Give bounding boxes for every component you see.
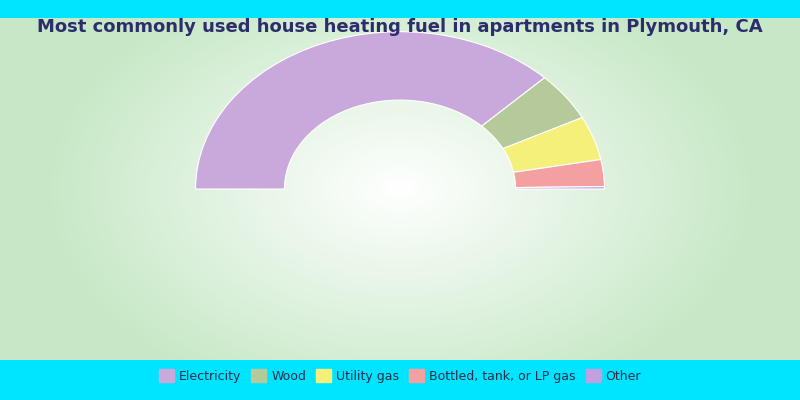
- Wedge shape: [514, 160, 605, 188]
- Wedge shape: [503, 118, 601, 172]
- Legend: Electricity, Wood, Utility gas, Bottled, tank, or LP gas, Other: Electricity, Wood, Utility gas, Bottled,…: [154, 364, 646, 388]
- Wedge shape: [482, 78, 582, 149]
- Wedge shape: [195, 32, 545, 189]
- Wedge shape: [515, 186, 605, 189]
- Text: Most commonly used house heating fuel in apartments in Plymouth, CA: Most commonly used house heating fuel in…: [37, 18, 763, 36]
